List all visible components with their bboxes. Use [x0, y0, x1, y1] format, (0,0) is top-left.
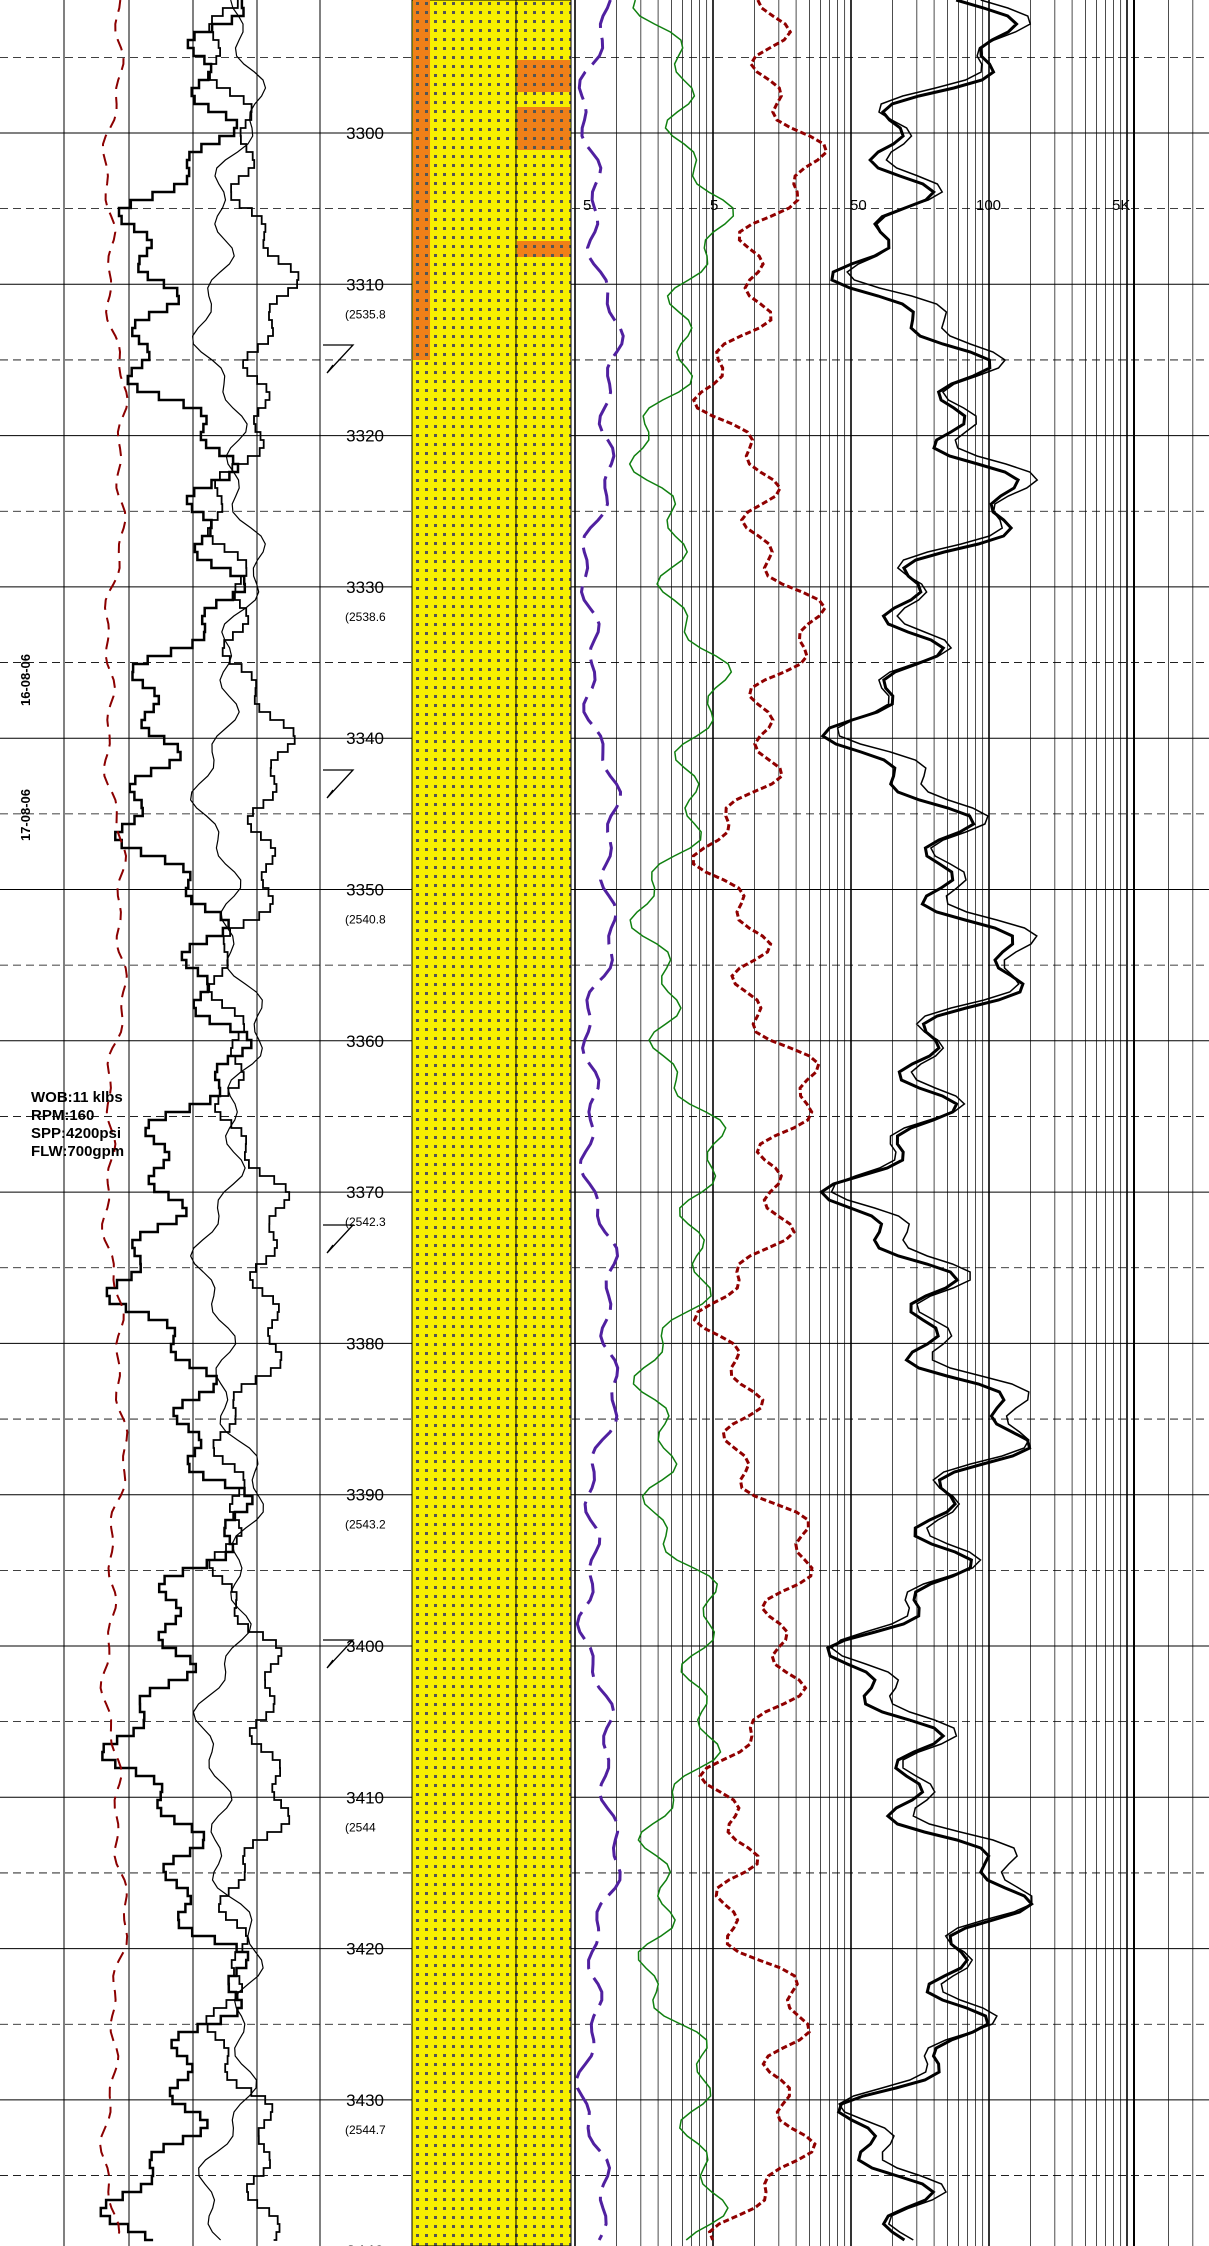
drilling-parameter: WOB:11 klbs [31, 1089, 123, 1106]
tvd-label: (2543.2 [345, 1518, 386, 1532]
depth-label: 3380 [346, 1334, 384, 1353]
tvd-label: (2535.8 [345, 307, 386, 321]
scale-label: 5 [583, 197, 591, 214]
scale-label: 5 [710, 197, 718, 214]
depth-label: 3330 [346, 578, 384, 597]
left-red-curve [99, 0, 129, 2241]
lithology-patch [517, 60, 570, 92]
curves [99, 0, 1039, 2242]
dip-arrow [323, 769, 355, 799]
depth-label: 3310 [346, 275, 384, 294]
depth-label: 3320 [346, 427, 384, 446]
depth-label: 3430 [346, 2091, 384, 2110]
tvd-label: (2538.6 [345, 610, 386, 624]
scale-label: 5K [1112, 197, 1130, 214]
rop-curve-2 [205, 0, 300, 2241]
gas-curve [189, 0, 267, 2241]
green-curve [628, 0, 735, 2241]
dip-arrow [323, 1639, 355, 1669]
rop-curve [99, 0, 254, 2242]
depth-label: 3350 [346, 881, 384, 900]
lithology-patch [413, 0, 430, 360]
purple-curve [574, 0, 625, 2241]
black-curve-2 [830, 0, 1039, 2241]
depth-label: 3400 [346, 1637, 384, 1656]
lithology-patch [517, 241, 570, 257]
lithology-column [411, 0, 517, 2246]
red-dashed-curve [691, 0, 829, 2241]
scale-label: 100 [976, 197, 1001, 214]
tvd-label: (2540.8 [345, 913, 386, 927]
tvd-label: (2542.3 [345, 1215, 386, 1229]
depth-label: 3300 [346, 124, 384, 143]
drilling-parameter: RPM:160 [31, 1107, 94, 1124]
date-label: 17-08-06 [18, 789, 33, 841]
lithology-patch [517, 107, 570, 150]
dip-arrow [323, 1224, 355, 1254]
labels: 3300 3310 3320 3330 3340 3350 3360 3370 3380 3390… [18, 124, 1130, 2246]
black-curve [819, 0, 1034, 2242]
drilling-parameter: FLW:700gpm [31, 1143, 124, 1160]
lithology-column [515, 0, 572, 2246]
drilling-parameter: SPP:4200psi [31, 1125, 121, 1142]
dip-arrow [323, 344, 355, 374]
date-label: 16-08-06 [18, 654, 33, 706]
depth-label: 3340 [346, 729, 384, 748]
depth-label: 3420 [346, 1940, 384, 1959]
tvd-label: (2544 [345, 1820, 376, 1834]
tvd-label: (2544.7 [345, 2123, 386, 2137]
scale-label: 50 [850, 197, 867, 214]
depth-label: 3370 [346, 1183, 384, 1202]
depth-label: 3440 [346, 2242, 384, 2246]
depth-label: 3360 [346, 1032, 384, 1051]
depth-label: 3390 [346, 1486, 384, 1505]
depth-label: 3410 [346, 1788, 384, 1807]
